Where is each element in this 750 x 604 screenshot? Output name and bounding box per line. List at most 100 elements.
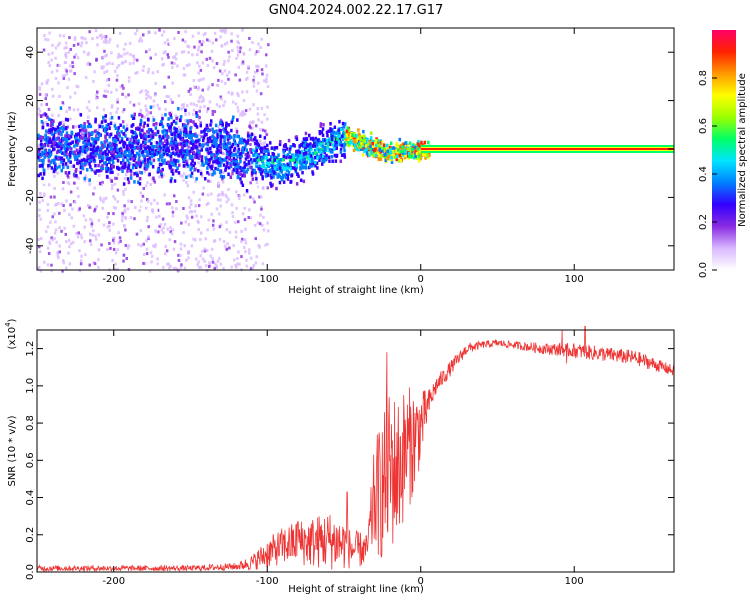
heatmap-cell bbox=[38, 152, 41, 157]
heatmap-cell bbox=[252, 170, 256, 174]
heatmap-cell bbox=[269, 181, 272, 186]
heatmap-cell bbox=[79, 165, 83, 170]
heatmap-cell bbox=[295, 158, 298, 162]
heatmap-cell bbox=[222, 240, 226, 243]
heatmap-cell bbox=[67, 175, 70, 179]
heatmap-cell bbox=[174, 141, 178, 145]
heatmap-cell bbox=[222, 104, 225, 108]
heatmap-cell bbox=[140, 114, 144, 118]
heatmap-cell bbox=[116, 200, 119, 204]
heatmap-cell bbox=[314, 155, 317, 160]
heatmap-cell bbox=[131, 131, 135, 135]
heatmap-cell bbox=[181, 138, 184, 142]
heatmap-cell bbox=[227, 50, 230, 54]
heatmap-cell bbox=[192, 108, 196, 112]
heatmap-cell bbox=[277, 153, 280, 157]
heatmap-cell bbox=[227, 197, 230, 201]
heatmap-cell bbox=[398, 153, 402, 158]
heatmap-cell bbox=[65, 72, 69, 76]
heatmap-cell bbox=[98, 124, 101, 129]
heatmap-cell bbox=[81, 149, 85, 154]
heatmap-cell bbox=[206, 248, 209, 252]
heatmap-cell bbox=[215, 138, 219, 142]
heatmap-cell bbox=[236, 92, 239, 96]
heatmap-cell bbox=[169, 230, 172, 234]
heatmap-cell bbox=[167, 55, 170, 59]
heatmap-cell bbox=[325, 148, 328, 153]
heatmap-cell bbox=[137, 127, 140, 131]
heatmap-cell bbox=[82, 145, 85, 149]
heatmap-cell bbox=[337, 128, 340, 133]
heatmap-cell bbox=[225, 121, 228, 126]
heatmap-cell bbox=[325, 153, 328, 158]
heatmap-cell bbox=[89, 143, 93, 147]
heatmap-cell bbox=[281, 173, 285, 178]
heatmap-cell bbox=[104, 152, 108, 157]
heatmap-cell bbox=[321, 144, 325, 149]
heatmap-cell bbox=[124, 134, 127, 138]
heatmap-cell bbox=[187, 150, 190, 154]
heatmap-cell bbox=[344, 138, 348, 142]
heatmap-cell bbox=[97, 153, 101, 158]
heatmap-cell bbox=[347, 143, 350, 148]
heatmap-cell bbox=[219, 161, 222, 165]
heatmap-cell bbox=[238, 138, 242, 142]
heatmap-cell bbox=[167, 149, 171, 153]
heatmap-cell bbox=[44, 97, 47, 101]
heatmap-cell bbox=[43, 149, 47, 154]
heatmap-cell bbox=[241, 113, 244, 117]
heatmap-cell bbox=[211, 127, 214, 131]
heatmap-cell bbox=[266, 159, 270, 163]
heatmap-cell bbox=[183, 127, 187, 131]
heatmap-cell bbox=[424, 156, 427, 160]
heatmap-cell bbox=[230, 144, 233, 149]
heatmap-cell bbox=[110, 90, 113, 94]
heatmap-cell bbox=[159, 162, 162, 167]
heatmap-cell bbox=[387, 151, 391, 155]
heatmap-cell bbox=[371, 144, 375, 149]
heatmap-cell bbox=[186, 184, 190, 188]
heatmap-cell bbox=[200, 135, 203, 139]
heatmap-cell bbox=[46, 140, 49, 145]
heatmap-cell bbox=[94, 140, 98, 145]
heatmap-cell bbox=[185, 214, 188, 218]
heatmap-cell bbox=[234, 148, 237, 152]
heatmap-cell bbox=[117, 153, 121, 157]
heatmap-cell bbox=[187, 51, 190, 54]
heatmap-cell bbox=[377, 143, 381, 148]
heatmap-cell bbox=[230, 135, 233, 139]
heatmap-cell bbox=[245, 70, 249, 74]
heatmap-cell bbox=[65, 240, 68, 244]
heatmap-cell bbox=[62, 158, 66, 163]
heatmap-cell bbox=[169, 98, 173, 102]
heatmap-cell bbox=[205, 132, 208, 137]
heatmap-cell bbox=[48, 64, 51, 68]
heatmap-cell bbox=[165, 161, 168, 165]
heatmap-cell bbox=[232, 266, 236, 270]
heatmap-cell bbox=[221, 158, 224, 162]
heatmap-cell bbox=[136, 162, 139, 166]
heatmap-cell bbox=[279, 158, 283, 162]
heatmap-cell bbox=[303, 160, 306, 164]
heatmap-cell bbox=[183, 143, 186, 148]
heatmap-cell bbox=[270, 172, 274, 176]
heatmap-cell bbox=[62, 121, 66, 125]
heatmap-cell bbox=[404, 141, 407, 145]
heatmap-cell bbox=[181, 142, 185, 146]
heatmap-cell bbox=[48, 130, 52, 134]
heatmap-cell bbox=[237, 250, 240, 254]
heatmap-cell bbox=[403, 149, 406, 154]
heatmap-cell bbox=[200, 158, 204, 163]
heatmap-cell bbox=[54, 220, 57, 224]
heatmap-cell bbox=[267, 171, 270, 175]
heatmap-cell bbox=[233, 162, 236, 166]
heatmap-cell bbox=[97, 258, 100, 262]
heatmap-cell bbox=[399, 158, 403, 163]
heatmap-cell bbox=[73, 38, 77, 42]
heatmap-cell bbox=[65, 69, 68, 73]
heatmap-cell bbox=[93, 209, 96, 213]
heatmap-cell bbox=[265, 157, 269, 161]
heatmap-cell bbox=[218, 105, 221, 108]
heatmap-cell bbox=[89, 157, 92, 162]
